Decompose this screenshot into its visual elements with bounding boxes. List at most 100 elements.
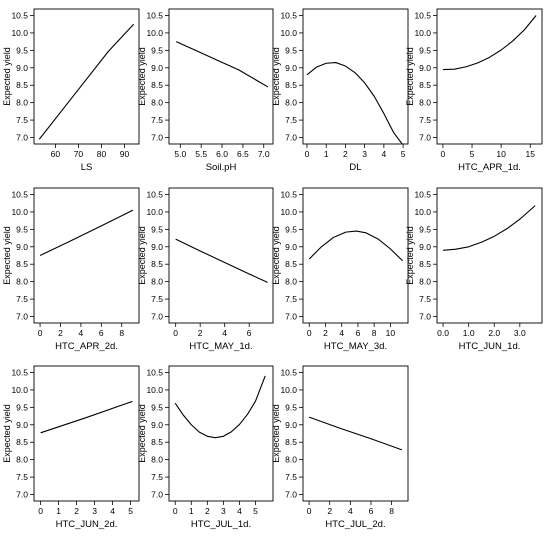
x-tick-label: 2 bbox=[198, 328, 203, 338]
y-tick-label: 8.0 bbox=[285, 98, 297, 108]
expected-yield-line bbox=[41, 401, 133, 432]
x-axis-label: HTC_JUN_1d. bbox=[459, 341, 521, 352]
panel-10: 7.0 7.5 8.0 8.5 9.0 9.5 10.0 10.5 0 1 2 3 4 5HTC_JUL_… bbox=[137, 366, 273, 530]
y-tick-label: 7.0 bbox=[151, 490, 163, 500]
y-tick-label: 10.0 bbox=[11, 385, 28, 395]
x-tick-label: 8 bbox=[119, 328, 124, 338]
x-tick-label: 1 bbox=[56, 506, 61, 516]
x-tick-label: 6 bbox=[99, 328, 104, 338]
expected-yield-line bbox=[39, 24, 133, 139]
y-tick-label: 10.0 bbox=[414, 28, 431, 38]
expected-yield-line bbox=[40, 210, 133, 255]
x-axis-label: HTC_JUL_1d. bbox=[191, 519, 251, 530]
y-tick-label: 9.5 bbox=[151, 224, 163, 234]
y-tick-label: 9.0 bbox=[151, 420, 163, 430]
x-tick-label: 70 bbox=[74, 149, 84, 159]
y-tick-label: 10.0 bbox=[414, 207, 431, 217]
y-tick-label: 10.5 bbox=[280, 10, 297, 20]
y-tick-label: 8.5 bbox=[151, 259, 163, 269]
x-tick-label: 5 bbox=[401, 149, 406, 159]
plot-frame bbox=[303, 9, 408, 144]
y-tick-label: 9.5 bbox=[285, 402, 297, 412]
x-tick-label: 3 bbox=[362, 149, 367, 159]
y-tick-label: 10.5 bbox=[280, 367, 297, 377]
y-tick-label: 10.5 bbox=[414, 189, 431, 199]
x-tick-label: 5 bbox=[128, 506, 133, 516]
y-tick-label: 8.0 bbox=[151, 455, 163, 465]
y-tick-label: 9.0 bbox=[16, 420, 28, 430]
y-tick-label: 9.0 bbox=[16, 242, 28, 252]
x-axis-label: HTC_JUL_2d. bbox=[325, 519, 385, 530]
x-axis-label: HTC_APR_2d. bbox=[55, 341, 118, 352]
y-tick-label: 7.5 bbox=[285, 472, 297, 482]
plot-frame bbox=[34, 9, 139, 144]
plot-frame bbox=[34, 366, 139, 501]
x-tick-label: 4 bbox=[237, 506, 242, 516]
y-tick-label: 10.0 bbox=[11, 207, 28, 217]
panel-4: 7.0 7.5 8.0 8.5 9.0 9.5 10.0 10.5 0 5 10 15 HTC_APR_… bbox=[405, 9, 542, 173]
y-tick-label: 9.0 bbox=[151, 63, 163, 73]
plot-frame bbox=[169, 366, 273, 501]
y-tick-label: 10.5 bbox=[146, 189, 163, 199]
y-axis-label: Expected yield bbox=[2, 47, 12, 106]
y-axis-label: Expected yield bbox=[2, 226, 12, 285]
y-tick-label: 8.0 bbox=[419, 98, 431, 108]
x-tick-label: 1 bbox=[324, 149, 329, 159]
x-tick-label: 3 bbox=[221, 506, 226, 516]
expected-yield-line bbox=[307, 63, 403, 146]
x-axis-label: HTC_MAY_1d. bbox=[189, 341, 252, 352]
y-tick-label: 9.0 bbox=[151, 242, 163, 252]
y-tick-label: 10.0 bbox=[146, 28, 163, 38]
y-tick-label: 9.5 bbox=[151, 45, 163, 55]
y-tick-label: 9.0 bbox=[16, 63, 28, 73]
x-tick-label: 2 bbox=[58, 328, 63, 338]
y-tick-label: 10.5 bbox=[280, 189, 297, 199]
x-axis-label: HTC_MAY_3d. bbox=[324, 341, 387, 352]
y-tick-label: 10.5 bbox=[146, 10, 163, 20]
x-tick-label: 60 bbox=[51, 149, 61, 159]
y-axis-label: Expected yield bbox=[271, 226, 281, 285]
x-tick-label: 4 bbox=[222, 328, 227, 338]
y-tick-label: 10.5 bbox=[11, 367, 28, 377]
x-tick-label: 2 bbox=[74, 506, 79, 516]
x-tick-label: 6.5 bbox=[237, 149, 249, 159]
x-tick-label: 0 bbox=[307, 328, 312, 338]
x-tick-label: 3.0 bbox=[514, 328, 526, 338]
y-tick-label: 7.5 bbox=[16, 115, 28, 125]
y-axis-label: Expected yield bbox=[271, 404, 281, 463]
panel-11: 7.0 7.5 8.0 8.5 9.0 9.5 10.0 10.5 0 2 4 6 8 HTC_JUL_2… bbox=[271, 366, 408, 530]
panel-3: 7.0 7.5 8.0 8.5 9.0 9.5 10.0 10.5 0 1 2 3 4 5 DL Expect… bbox=[271, 9, 408, 173]
x-axis-label: DL bbox=[349, 162, 361, 173]
plot-frame bbox=[303, 188, 408, 323]
x-tick-label: 6 bbox=[247, 328, 252, 338]
y-tick-label: 7.0 bbox=[285, 490, 297, 500]
y-tick-label: 9.0 bbox=[285, 242, 297, 252]
y-tick-label: 7.5 bbox=[16, 472, 28, 482]
x-tick-label: 5.0 bbox=[174, 149, 186, 159]
x-tick-label: 6.0 bbox=[216, 149, 228, 159]
y-tick-label: 9.5 bbox=[419, 45, 431, 55]
x-axis-label: HTC_APR_1d. bbox=[458, 162, 521, 173]
y-tick-label: 10.0 bbox=[280, 207, 297, 217]
plot-frame bbox=[437, 188, 542, 323]
y-axis-label: Expected yield bbox=[271, 47, 281, 106]
y-tick-label: 9.0 bbox=[285, 420, 297, 430]
y-tick-label: 8.0 bbox=[16, 277, 28, 287]
x-tick-label: 80 bbox=[97, 149, 107, 159]
y-tick-label: 7.0 bbox=[285, 133, 297, 143]
y-tick-label: 8.5 bbox=[151, 437, 163, 447]
y-tick-label: 8.0 bbox=[151, 277, 163, 287]
x-tick-label: 10 bbox=[386, 328, 396, 338]
y-tick-label: 7.0 bbox=[16, 490, 28, 500]
y-axis-label: Expected yield bbox=[137, 47, 147, 106]
x-axis-label: Soil.pH bbox=[206, 162, 237, 173]
expected-yield-line bbox=[443, 15, 536, 69]
x-axis-label: LS bbox=[81, 162, 93, 173]
x-tick-label: 0 bbox=[173, 506, 178, 516]
y-tick-label: 7.0 bbox=[16, 133, 28, 143]
x-tick-label: 4 bbox=[381, 149, 386, 159]
panel-9: 7.0 7.5 8.0 8.5 9.0 9.5 10.0 10.5 0 1 2 3 4 5 HTC_JUN_… bbox=[2, 366, 139, 530]
x-tick-label: 0 bbox=[38, 328, 43, 338]
x-tick-label: 15 bbox=[526, 149, 536, 159]
x-tick-label: 2 bbox=[323, 328, 328, 338]
